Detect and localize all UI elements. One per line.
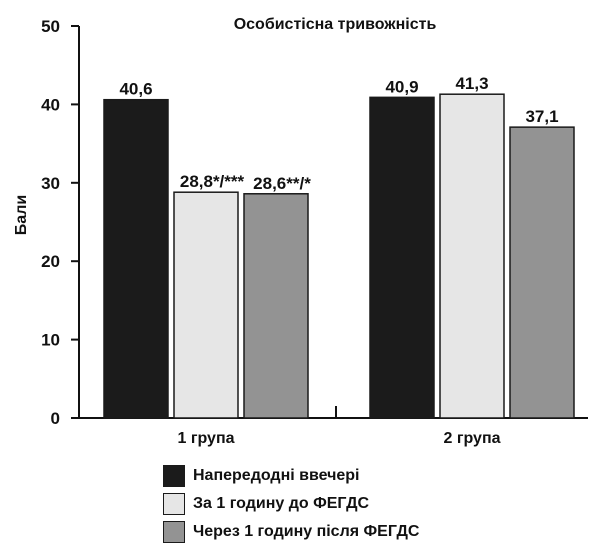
y-tick-label: 20 <box>41 252 60 271</box>
bar-value-label: 40,6 <box>119 80 152 99</box>
legend-swatch <box>163 521 185 543</box>
y-tick-label: 40 <box>41 95 60 114</box>
x-category-label: 2 група <box>443 430 500 447</box>
bar-value-label: 37,1 <box>525 107 558 126</box>
y-tick-label: 30 <box>41 174 60 193</box>
legend-item: Напередодні ввечері <box>163 462 419 490</box>
bar-value-label: 28,6**/* <box>253 174 311 193</box>
bar-value-label: 40,9 <box>385 77 418 96</box>
y-tick-label: 10 <box>41 331 60 350</box>
bar-value-label: 28,8*/*** <box>180 172 245 191</box>
bar-value-label: 41,3 <box>455 74 488 93</box>
bar-2-3 <box>509 126 575 419</box>
bar-2-1 <box>369 96 435 419</box>
legend-label: Через 1 годину після ФЕГДС <box>193 523 420 540</box>
y-axis-title: Бали <box>13 195 30 235</box>
bar-1-3 <box>243 193 309 419</box>
bar-chart: 0 10 20 30 40 50 Бали Особистісна тривожність 40… <box>13 16 588 447</box>
legend-item: Через 1 годину після ФЕГДС <box>163 518 419 546</box>
bar-1-1 <box>103 98 169 419</box>
legend-swatch <box>163 465 185 487</box>
legend-label: За 1 годину до ФЕГДС <box>193 495 370 512</box>
bar-2-2 <box>439 93 505 419</box>
legend-swatch <box>163 493 185 515</box>
legend-label: Напередодні ввечері <box>193 467 360 484</box>
legend-item: За 1 годину до ФЕГДС <box>163 490 419 518</box>
x-category-label: 1 група <box>177 430 234 447</box>
chart-title: Особистісна тривожність <box>234 16 437 33</box>
legend: Напередодні ввечері За 1 годину до ФЕГДС Ч… <box>163 462 419 546</box>
bar-1-2 <box>173 191 239 419</box>
y-tick-label: 0 <box>51 409 60 428</box>
y-tick-label: 50 <box>41 17 60 36</box>
